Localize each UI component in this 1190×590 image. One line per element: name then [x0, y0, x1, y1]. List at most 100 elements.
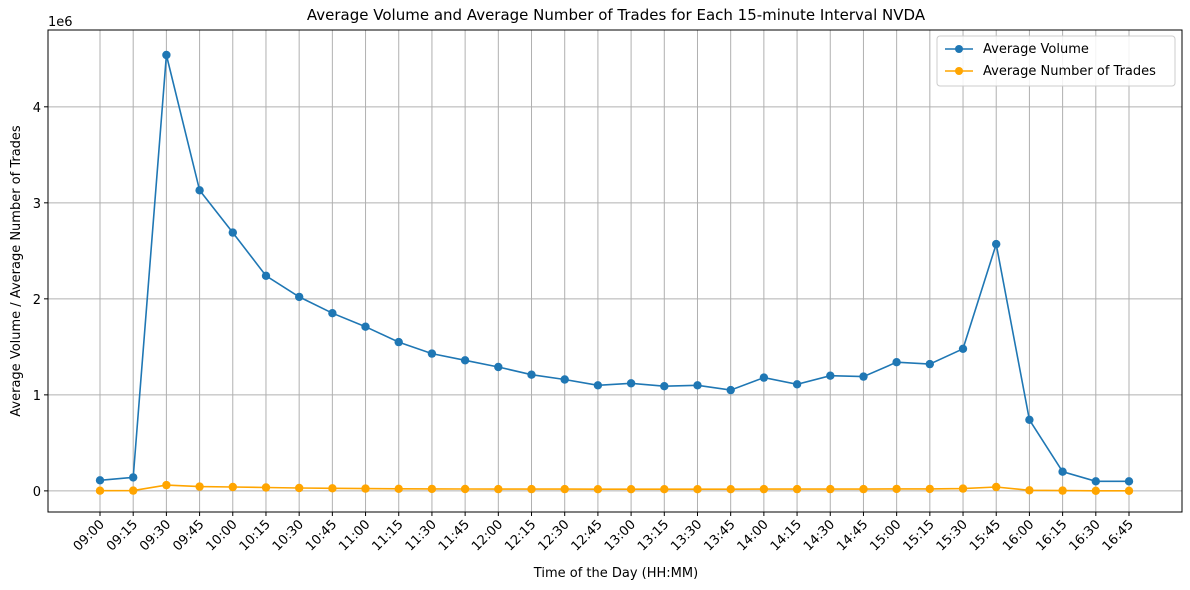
x-tick-label: 14:45: [834, 517, 871, 554]
y-tick-label: 4: [33, 101, 41, 116]
x-tick-label: 15:00: [867, 517, 904, 554]
y-tick-label: 1: [33, 389, 41, 404]
x-tick-label: 11:00: [336, 517, 373, 554]
x-axis: 09:0009:1509:3009:4510:0010:1510:3010:45…: [71, 512, 1137, 554]
x-tick-label: 09:15: [104, 517, 141, 554]
data-point-trades: [527, 484, 536, 494]
data-point-trades: [394, 484, 403, 493]
legend: Average Volume Average Number of Trades: [936, 35, 1176, 87]
x-tick-label: 12:00: [469, 517, 506, 554]
data-point-trades: [460, 484, 470, 494]
data-point-trades: [95, 486, 105, 495]
x-tick-label: 16:15: [1033, 517, 1070, 554]
data-point-trades: [328, 484, 337, 493]
data-point-trades: [1124, 486, 1134, 495]
x-tick-label: 10:45: [303, 517, 340, 554]
data-point-trades: [560, 484, 569, 494]
data-point-trades: [660, 485, 669, 494]
data-point-volume: [560, 375, 569, 384]
x-tick-label: 14:30: [801, 517, 838, 554]
data-point-trades: [892, 484, 901, 494]
x-tick-label: 13:30: [668, 517, 705, 554]
y-tick-label: 2: [33, 293, 41, 308]
data-point-trades: [295, 483, 304, 493]
x-tick-label: 12:45: [569, 517, 606, 554]
plot-frame: [47, 29, 1183, 513]
data-point-volume: [228, 228, 237, 237]
data-point-trades: [162, 480, 171, 490]
data-point-volume: [1124, 477, 1134, 486]
x-tick-label: 09:45: [170, 517, 207, 554]
data-point-trades: [925, 484, 934, 494]
x-tick-label: 09:00: [71, 517, 108, 554]
y-axis-label: Average Volume / Average Number of Trade…: [9, 125, 24, 417]
data-point-volume: [892, 358, 901, 367]
data-point-volume: [162, 50, 171, 60]
legend-marker-trades: [955, 67, 963, 75]
data-point-trades: [1091, 486, 1101, 495]
data-point-volume: [129, 473, 138, 482]
data-point-trades: [626, 485, 636, 494]
x-tick-label: 15:30: [934, 517, 971, 554]
data-point-volume: [460, 356, 470, 365]
data-point-trades: [1058, 486, 1067, 495]
data-point-volume: [925, 359, 934, 369]
data-point-volume: [593, 381, 603, 390]
data-point-trades: [859, 484, 868, 494]
grid: [48, 30, 1182, 512]
x-tick-label: 13:00: [602, 517, 639, 554]
x-axis-label: Time of the Day (HH:MM): [533, 566, 698, 581]
data-point-volume: [792, 380, 802, 389]
data-point-volume: [992, 239, 1001, 249]
legend-label-trades: Average Number of Trades: [983, 64, 1156, 79]
data-point-trades: [792, 484, 802, 494]
data-point-trades: [726, 485, 735, 494]
series-line-volume: [99, 54, 1129, 483]
data-point-volume: [1058, 467, 1067, 476]
x-tick-label: 13:15: [635, 517, 672, 554]
data-point-volume: [394, 337, 403, 347]
data-point-volume: [361, 322, 370, 331]
legend-box: [936, 35, 1176, 87]
data-point-volume: [95, 476, 105, 485]
chart-title: Average Volume and Average Number of Tra…: [307, 6, 926, 24]
data-point-volume: [660, 382, 669, 391]
x-tick-label: 11:45: [436, 517, 473, 554]
x-tick-label: 10:15: [237, 517, 274, 554]
data-point-volume: [494, 362, 503, 372]
x-tick-label: 13:45: [701, 517, 738, 554]
data-point-trades: [129, 486, 138, 495]
data-point-trades: [693, 485, 702, 494]
y-axis: 0 1 2 3 4: [33, 101, 48, 500]
data-point-volume: [693, 381, 702, 390]
data-point-trades: [992, 482, 1001, 492]
data-point-volume: [328, 309, 337, 318]
data-point-volume: [527, 370, 536, 379]
x-tick-label: 10:30: [270, 517, 307, 554]
data-point-volume: [427, 349, 437, 358]
data-point-trades: [228, 482, 237, 492]
data-point-trades: [361, 484, 370, 493]
y-tick-label: 0: [33, 485, 41, 500]
x-tick-label: 09:30: [137, 517, 174, 554]
x-tick-label: 16:30: [1067, 517, 1104, 554]
data-point-volume: [1091, 477, 1101, 486]
series-line-trades: [99, 484, 1129, 492]
data-point-volume: [759, 373, 769, 382]
data-point-trades: [593, 485, 603, 494]
y-offset-label: 1e6: [48, 15, 73, 30]
data-point-volume: [726, 385, 735, 395]
data-point-volume: [826, 371, 835, 380]
data-point-trades: [826, 484, 835, 494]
legend-marker-volume: [955, 45, 963, 53]
data-point-volume: [859, 372, 868, 381]
legend-label-volume: Average Volume: [983, 42, 1089, 57]
x-tick-label: 16:00: [1000, 517, 1037, 554]
data-point-trades: [261, 483, 271, 492]
data-point-trades: [195, 482, 204, 491]
x-tick-label: 11:30: [403, 517, 440, 554]
data-point-volume: [626, 379, 636, 388]
x-tick-label: 10:00: [204, 517, 241, 554]
data-point-trades: [759, 484, 769, 494]
